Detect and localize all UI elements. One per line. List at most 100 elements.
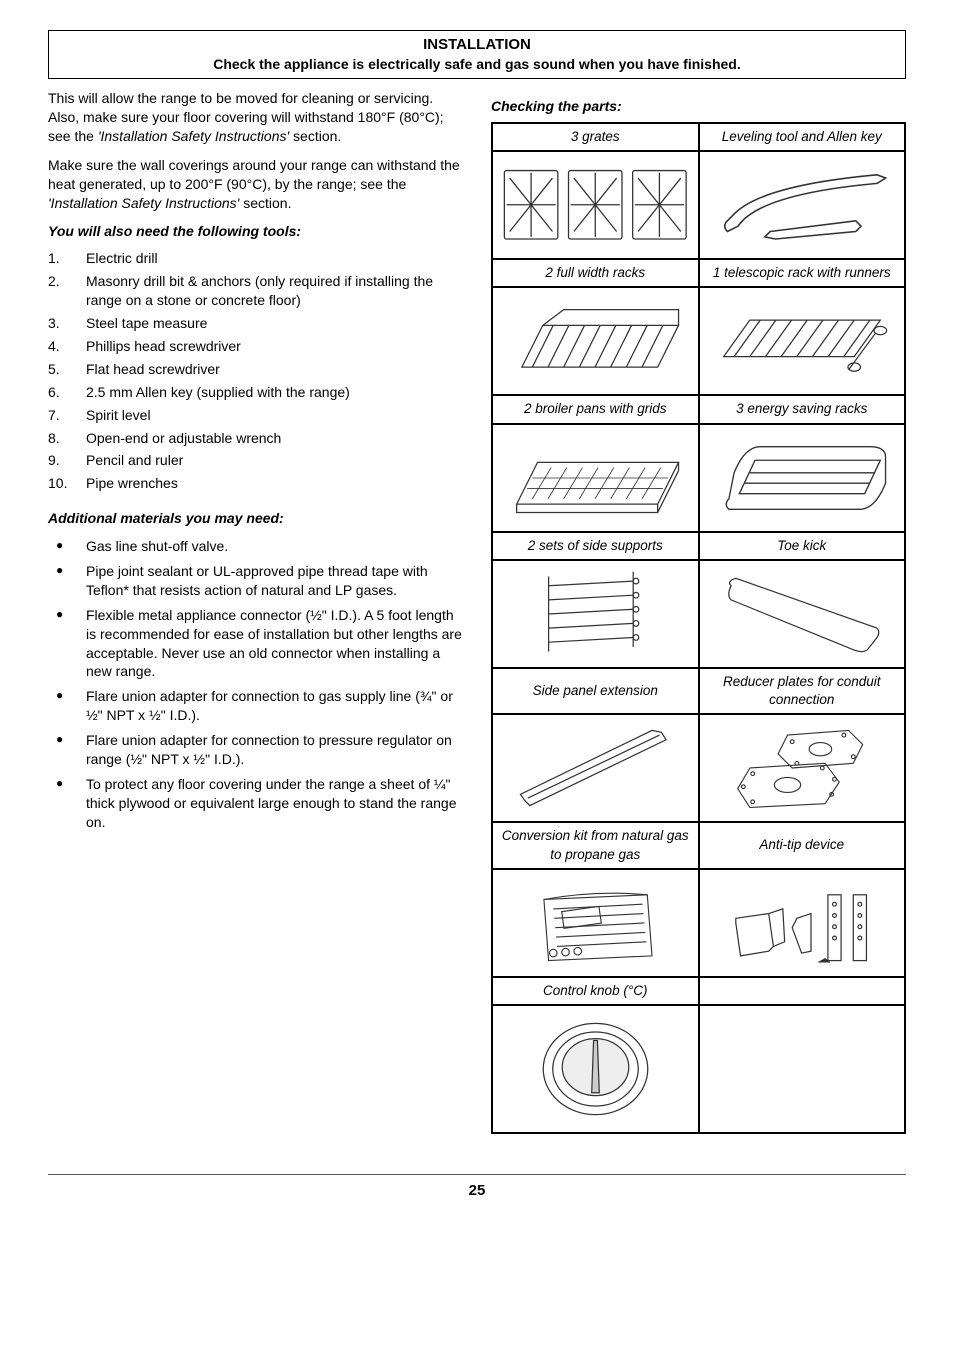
parts-heading: Checking the parts: [491,97,906,116]
intro-2b: 'Installation Safety Instructions' [48,195,239,211]
material-text: To protect any floor covering under the … [86,775,463,832]
left-column: This will allow the range to be moved fo… [48,89,463,1134]
tool-text: Phillips head screwdriver [86,337,241,356]
part-image-fullracks [492,287,699,395]
tool-item: 5.Flat head screwdriver [48,358,463,381]
header-box: INSTALLATION Check the appliance is elec… [48,30,906,79]
part-label-supports: 2 sets of side supports [492,532,699,560]
intro-para-2: Make sure the wall coverings around your… [48,156,463,213]
tool-num: 9. [48,451,86,470]
tool-item: 2.Masonry drill bit & anchors (only requ… [48,270,463,312]
bullet-icon: ● [48,562,86,600]
part-image-antitip [699,869,906,977]
part-label-telescopic: 1 telescopic rack with runners [699,259,906,287]
intro-para-1: This will allow the range to be moved fo… [48,89,463,146]
conversion-kit-icon [511,876,680,970]
empty-image [699,1005,906,1133]
intro-2a: Make sure the wall coverings around your… [48,157,460,192]
material-text: Pipe joint sealant or UL-approved pipe t… [86,562,463,600]
tool-text: Spirit level [86,406,151,425]
part-label-conversion: Conversion kit from natural gas to propa… [492,822,699,868]
tool-item: 10.Pipe wrenches [48,472,463,495]
tool-text: Electric drill [86,249,158,268]
materials-list: ●Gas line shut-off valve. ●Pipe joint se… [48,534,463,834]
tool-item: 9.Pencil and ruler [48,449,463,472]
bullet-icon: ● [48,606,86,682]
bullet-icon: ● [48,775,86,832]
telescopic-rack-icon [708,294,896,388]
part-label-sidepanel: Side panel extension [492,668,699,714]
tool-num: 8. [48,429,86,448]
tool-num: 1. [48,249,86,268]
reducer-plates-icon [717,721,886,815]
toe-kick-icon [717,567,886,661]
material-text: Flexible metal appliance connector (½" I… [86,606,463,682]
page-number: 25 [48,1174,906,1201]
part-label-grates: 3 grates [492,123,699,151]
bullet-icon: ● [48,731,86,769]
part-image-conversion [492,869,699,977]
part-image-broiler [492,424,699,532]
part-label-antitip: Anti-tip device [699,822,906,868]
part-label-toekick: Toe kick [699,532,906,560]
tool-text: Flat head screwdriver [86,360,220,379]
part-label-leveling: Leveling tool and Allen key [699,123,906,151]
header-title: INSTALLATION [57,35,897,55]
tool-item: 1.Electric drill [48,247,463,270]
part-image-reducer [699,714,906,822]
part-label-knob: Control knob (°C) [492,977,699,1005]
tool-text: Open-end or adjustable wrench [86,429,281,448]
full-rack-icon [501,294,689,388]
empty-label [699,977,906,1005]
material-item: ●Flare union adapter for connection to g… [48,684,463,728]
tool-item: 7.Spirit level [48,404,463,427]
broiler-pan-icon [501,431,689,525]
control-knob-icon [510,1012,681,1126]
part-label-fullracks: 2 full width racks [492,259,699,287]
tool-num: 4. [48,337,86,356]
materials-heading: Additional materials you may need: [48,509,463,528]
tool-num: 2. [48,272,86,310]
tool-num: 6. [48,383,86,402]
tool-num: 3. [48,314,86,333]
bullet-icon: ● [48,537,86,556]
tool-text: 2.5 mm Allen key (supplied with the rang… [86,383,350,402]
part-image-sidepanel [492,714,699,822]
tool-item: 4.Phillips head screwdriver [48,335,463,358]
part-image-leveling [699,151,906,259]
tool-text: Masonry drill bit & anchors (only requir… [86,272,463,310]
tool-item: 6.2.5 mm Allen key (supplied with the ra… [48,381,463,404]
material-item: ●Gas line shut-off valve. [48,534,463,559]
side-panel-icon [511,721,680,815]
material-text: Flare union adapter for connection to pr… [86,731,463,769]
tool-num: 5. [48,360,86,379]
part-image-knob [492,1005,699,1133]
part-image-toekick [699,560,906,668]
tools-heading: You will also need the following tools: [48,222,463,241]
material-text: Gas line shut-off valve. [86,537,228,556]
part-image-energy [699,424,906,532]
part-image-supports [492,560,699,668]
material-item: ●Pipe joint sealant or UL-approved pipe … [48,559,463,603]
part-image-telescopic [699,287,906,395]
part-image-grates [492,151,699,259]
material-item: ●Flexible metal appliance connector (½" … [48,603,463,685]
part-label-reducer: Reducer plates for conduit connection [699,668,906,714]
part-label-energy: 3 energy saving racks [699,395,906,423]
right-column: Checking the parts: 3 grates Leveling to… [491,89,906,1134]
anti-tip-icon [717,876,886,970]
tool-text: Pipe wrenches [86,474,178,493]
tools-list: 1.Electric drill 2.Masonry drill bit & a… [48,247,463,495]
intro-1b: 'Installation Safety Instructions' [98,128,289,144]
intro-1c: section. [289,128,341,144]
parts-grid: 3 grates Leveling tool and Allen key [491,122,906,1134]
material-item: ●To protect any floor covering under the… [48,772,463,835]
energy-rack-icon [708,431,896,525]
tool-item: 3.Steel tape measure [48,312,463,335]
intro-2c: section. [239,195,291,211]
bullet-icon: ● [48,687,86,725]
material-item: ●Flare union adapter for connection to p… [48,728,463,772]
tool-text: Steel tape measure [86,314,207,333]
leveling-tool-icon [706,162,899,248]
tool-num: 10. [48,474,86,493]
